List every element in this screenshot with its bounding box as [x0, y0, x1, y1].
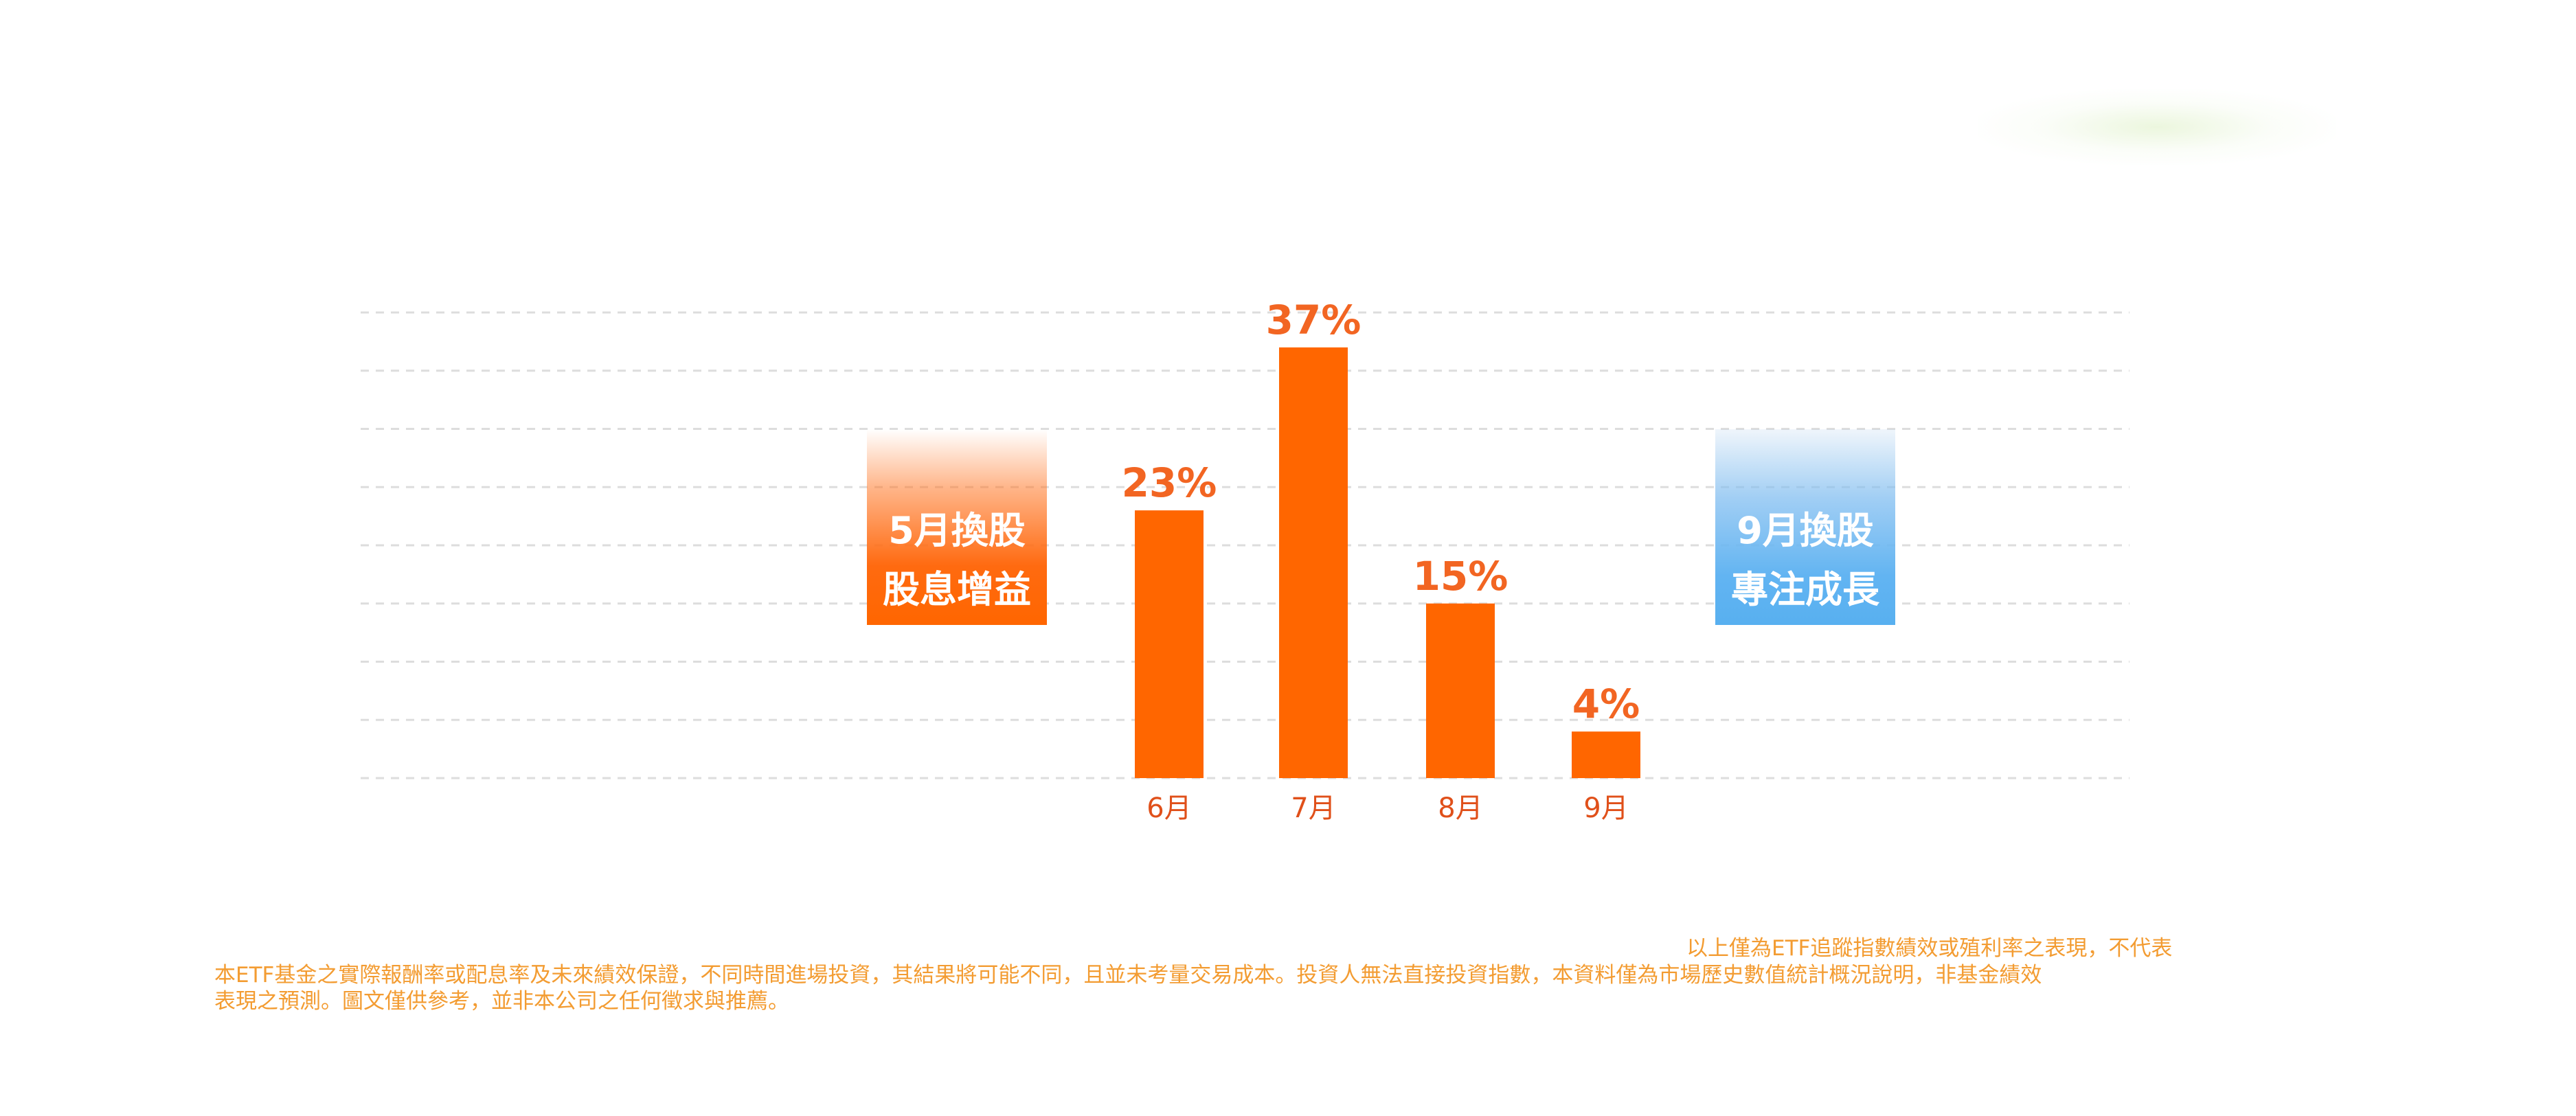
disclaimer-line-2: 本ETF基金之實際報酬率或配息率及未來績效保證，不同時間進場投資，其結果將可能不…: [214, 963, 2042, 988]
sep-rebalance-line1: 9月換股: [1737, 509, 1874, 552]
data-label: 15%: [1413, 553, 1509, 600]
data-label: 37%: [1266, 297, 1362, 343]
data-label: 4%: [1572, 681, 1640, 727]
x-tick-label: 7月: [1291, 793, 1335, 824]
may-rebalance-line2: 股息增益: [883, 568, 1031, 611]
x-tick-label: 6月: [1146, 793, 1191, 824]
value-labels: 23% 37% 15% 4%: [1122, 297, 1640, 727]
disclaimer-line-3: 表現之預測。圖文僅供參考，並非本公司之任何徵求與推薦。: [214, 989, 789, 1014]
bar: [1572, 731, 1640, 778]
bar: [1426, 603, 1495, 778]
x-tick-label: 8月: [1438, 793, 1482, 824]
x-tick-labels: 6月 7月 8月 9月: [1146, 793, 1628, 824]
x-tick-label: 9月: [1583, 793, 1628, 824]
may-rebalance-tag: 5月換股 股息增益: [867, 429, 1047, 625]
bar: [1135, 510, 1204, 778]
sep-rebalance-line2: 專注成長: [1731, 568, 1879, 611]
gridlines: [361, 311, 2129, 779]
bar: [1279, 347, 1348, 779]
may-rebalance-line1: 5月換股: [888, 509, 1026, 552]
disclaimer-line-1: 以上僅為ETF追蹤指數績效或殖利率之表現，不代表: [1686, 936, 2173, 961]
data-label: 23%: [1122, 459, 1217, 506]
bars: [1135, 347, 1640, 779]
decorative-glow: [1978, 89, 2336, 165]
sep-rebalance-tag: 9月換股 專注成長: [1715, 429, 1895, 625]
